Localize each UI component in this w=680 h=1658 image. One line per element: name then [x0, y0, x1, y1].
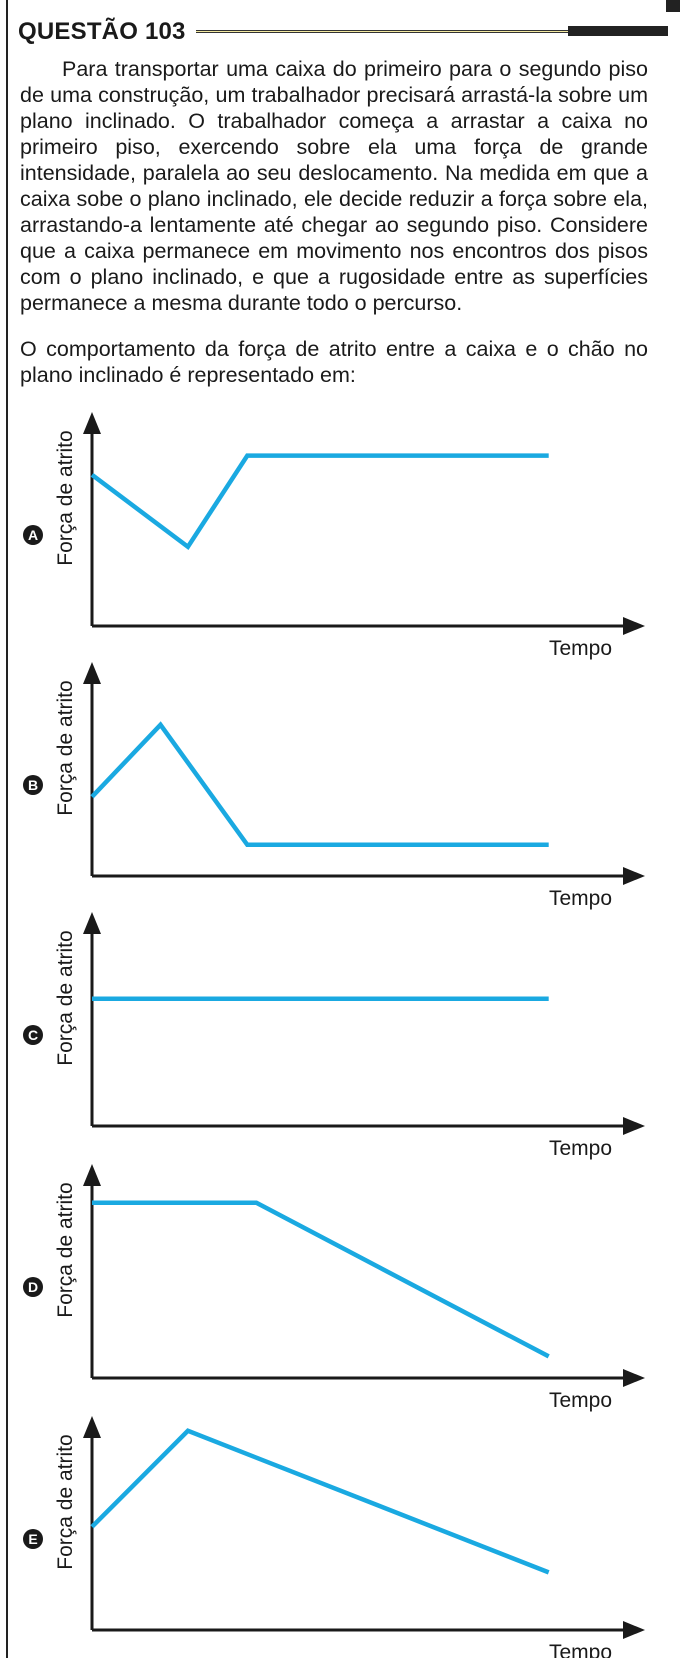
option-a-graph: Tempo Força de atrito A	[23, 412, 645, 660]
x-axis-label: Tempo	[549, 637, 612, 660]
option-letter: A	[28, 527, 38, 543]
question-stem: Para transportar uma caixa do primeiro p…	[20, 56, 648, 316]
option-badge	[23, 775, 43, 795]
option-badge	[23, 1529, 43, 1549]
friction-force-series	[90, 1428, 550, 1575]
x-axis-arrowhead	[623, 867, 645, 885]
y-axis-arrowhead	[83, 1416, 101, 1438]
x-axis-label: Tempo	[549, 1137, 612, 1160]
option-b-graph: Tempo Força de atrito B	[23, 662, 645, 910]
x-axis-label: Tempo	[549, 1641, 612, 1658]
option-badge	[23, 525, 43, 545]
option-badge	[23, 1025, 43, 1045]
question-header: QUESTÃO 103	[18, 18, 668, 48]
option-badge	[23, 1277, 43, 1297]
y-axis-label: Força de atrito	[54, 1182, 77, 1317]
option-letter: E	[28, 1531, 37, 1547]
y-axis-arrowhead	[83, 662, 101, 684]
question-prompt: O comportamento da força de atrito entre…	[20, 337, 648, 387]
option-letter: B	[28, 777, 38, 793]
y-axis-arrowhead	[83, 912, 101, 934]
x-axis-arrowhead	[623, 1117, 645, 1135]
friction-force-series	[92, 1200, 550, 1359]
y-axis-label: Força de atrito	[54, 680, 77, 815]
option-c-graph: Tempo Força de atrito C	[23, 912, 645, 1160]
option-d-graph: Tempo Força de atrito D	[23, 1164, 645, 1412]
x-axis-arrowhead	[623, 1369, 645, 1387]
friction-force-series	[90, 721, 549, 848]
option-letter: D	[28, 1279, 38, 1295]
y-axis-arrowhead	[83, 412, 101, 434]
friction-force-series	[90, 453, 549, 551]
stem-paragraph: Para transportar uma caixa do primeiro p…	[20, 57, 648, 315]
y-axis-arrowhead	[83, 1164, 101, 1186]
page-margin-rule	[6, 0, 8, 1658]
option-e-graph: Tempo Força de atrito E	[23, 1416, 645, 1658]
corner-mark	[666, 0, 680, 12]
y-axis-label: Força de atrito	[54, 930, 77, 1065]
x-axis-arrowhead	[623, 617, 645, 635]
header-rule	[196, 30, 568, 33]
x-axis-label: Tempo	[549, 887, 612, 910]
y-axis-label: Força de atrito	[54, 1434, 77, 1569]
x-axis-arrowhead	[623, 1621, 645, 1639]
option-letter: C	[28, 1027, 38, 1043]
question-title: QUESTÃO 103	[18, 18, 186, 45]
header-rule-bar	[568, 26, 668, 36]
x-axis-label: Tempo	[549, 1389, 612, 1412]
y-axis-label: Força de atrito	[54, 430, 77, 565]
